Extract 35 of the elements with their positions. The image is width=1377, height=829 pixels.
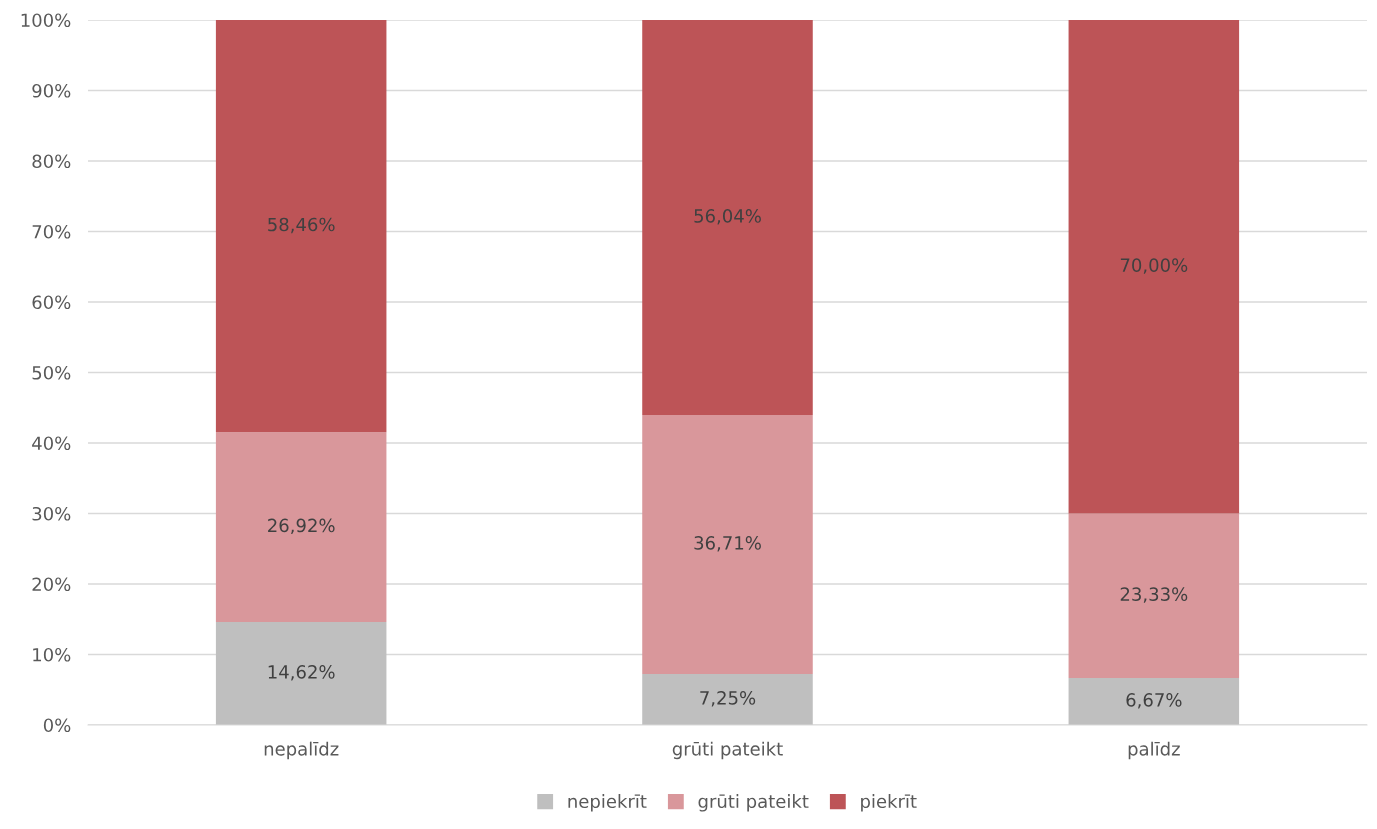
- y-tick-label: 80%: [32, 154, 71, 169]
- data-label: 58,46%: [268, 217, 335, 234]
- bar: [215, 432, 387, 622]
- y-tick-label: 10%: [33, 647, 71, 662]
- data-label: 23,33%: [1120, 587, 1188, 603]
- y-tick-label: 30%: [32, 506, 71, 521]
- y-tick-label: 60%: [32, 295, 71, 310]
- data-label: 36,71%: [694, 536, 761, 552]
- y-tick-label: 40%: [32, 436, 71, 451]
- x-tick-label: grūti pateikt: [672, 741, 783, 760]
- bar: [1068, 513, 1240, 678]
- y-tick-label: 90%: [32, 83, 71, 98]
- bar: [1068, 677, 1240, 725]
- x-tick-label: palīdz: [1128, 741, 1180, 760]
- y-tick-label: 0%: [43, 718, 71, 733]
- data-label: 14,62%: [268, 665, 335, 681]
- y-tick-label: 50%: [32, 365, 71, 380]
- y-tick-label: 100%: [21, 13, 71, 28]
- data-label: 70,00%: [1120, 258, 1188, 274]
- legend-label: grūti pateikt: [698, 794, 809, 812]
- bar: [1068, 20, 1240, 514]
- y-tick-label: 70%: [32, 224, 71, 239]
- bar: [215, 20, 387, 433]
- data-label: 26,92%: [268, 518, 335, 535]
- bar: [215, 621, 387, 725]
- y-tick-label: 20%: [32, 577, 71, 592]
- data-label: 6,67%: [1126, 693, 1182, 709]
- legend-label: piekrīt: [861, 794, 917, 812]
- bar: [642, 20, 813, 416]
- data-label: 7,25%: [700, 691, 756, 707]
- legend-label: nepiekrīt: [568, 794, 647, 812]
- bar: [642, 415, 813, 674]
- bar: [642, 673, 813, 725]
- x-tick-label: nepalīdz: [264, 741, 339, 760]
- data-label: 56,04%: [694, 209, 761, 225]
